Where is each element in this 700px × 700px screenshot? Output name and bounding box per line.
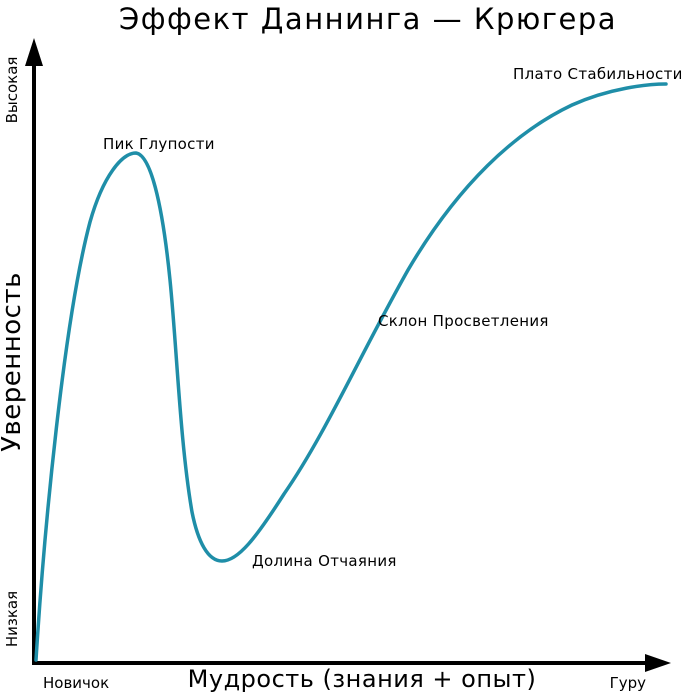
y-axis-tick-low: Низкая: [3, 591, 21, 647]
y-axis-arrowhead-icon: [25, 38, 43, 66]
annotation-valley-of-despair: Долина Отчаяния: [252, 552, 397, 570]
annotation-peak-of-stupidity: Пик Глупости: [103, 135, 215, 153]
annotation-slope-of-enlightenment: Склон Просветления: [378, 312, 549, 330]
x-axis-title: Мудрость (знания + опыт): [188, 665, 537, 693]
y-axis-tick-high: Высокая: [3, 57, 21, 124]
annotation-plateau-of-stability: Плато Стабильности: [513, 65, 683, 83]
confidence-curve: [34, 82, 668, 662]
x-axis-arrowhead-icon: [645, 654, 671, 672]
chart-title: Эффект Даннинга — Крюгера: [119, 2, 617, 36]
x-axis-tick-guru: Гуру: [610, 674, 647, 692]
x-axis-tick-novice: Новичок: [43, 674, 109, 692]
y-axis-title: Уверенность: [0, 272, 27, 452]
axes: [25, 38, 671, 672]
